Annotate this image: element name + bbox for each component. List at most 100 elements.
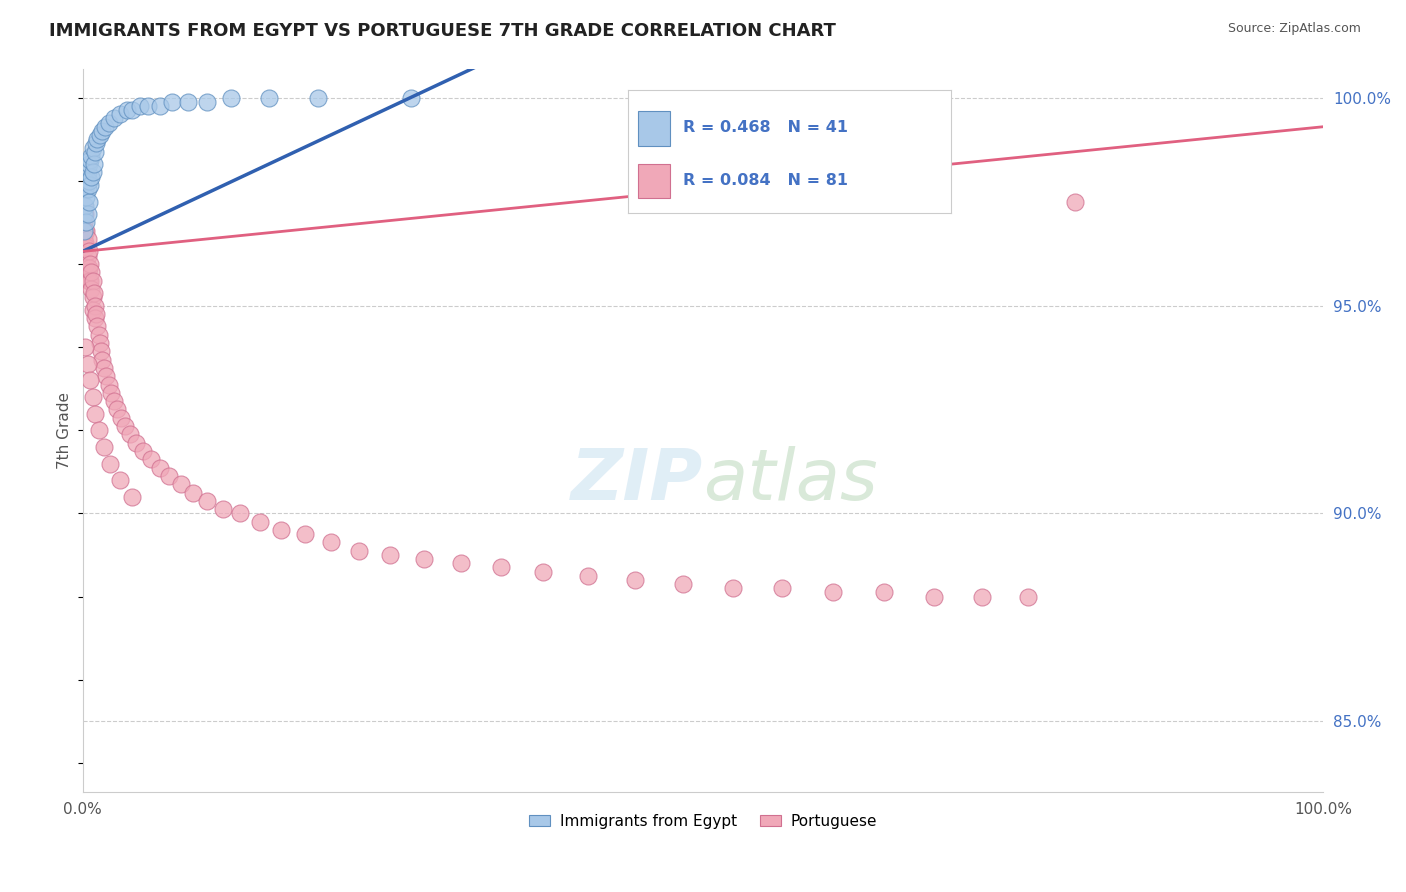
Point (84, 407, 107, 421)
Point (823, 585, 845, 599)
Point (75, 199, 97, 213)
Point (103, 394, 125, 409)
Point (148, 99, 170, 113)
Point (84, 145, 107, 159)
Text: IMMIGRANTS FROM EGYPT VS PORTUGUESE 7TH GRADE CORRELATION CHART: IMMIGRANTS FROM EGYPT VS PORTUGUESE 7TH … (49, 22, 837, 40)
Point (221, 90, 243, 104)
Text: ZIP: ZIP (571, 446, 703, 516)
Point (80, 149, 103, 163)
Point (401, 90, 423, 104)
Point (83, 157, 105, 171)
Point (75, 224, 97, 238)
Point (75, 207, 97, 221)
Point (93, 440, 115, 454)
Point (576, 568, 599, 582)
Point (1064, 194, 1087, 209)
Point (80, 265, 103, 279)
Point (91, 124, 114, 138)
Point (82, 390, 104, 404)
Point (86, 319, 108, 334)
Point (77, 261, 100, 276)
Point (249, 515, 271, 529)
Point (229, 507, 252, 521)
Point (211, 502, 233, 516)
Point (257, 90, 280, 104)
Point (82, 140, 104, 154)
Point (97, 377, 120, 392)
Point (160, 95, 183, 109)
Point (128, 99, 150, 113)
Point (75, 240, 97, 254)
Point (721, 581, 744, 595)
Point (177, 95, 200, 109)
Point (79, 178, 101, 192)
Point (75, 215, 97, 229)
Point (108, 107, 131, 121)
Point (77, 194, 100, 209)
Point (97, 115, 120, 129)
Point (132, 444, 155, 458)
Point (118, 427, 141, 442)
Point (105, 402, 128, 417)
Point (75, 224, 97, 238)
Point (91, 352, 114, 367)
Point (380, 548, 402, 562)
Text: Source: ZipAtlas.com: Source: ZipAtlas.com (1227, 22, 1361, 36)
Point (148, 460, 170, 475)
Point (86, 132, 108, 146)
Point (76, 182, 98, 196)
Point (121, 103, 143, 117)
Point (75, 190, 97, 204)
Point (294, 527, 316, 541)
Point (922, 590, 945, 604)
Point (970, 590, 993, 604)
Point (489, 560, 512, 574)
Point (73, 215, 96, 229)
Point (77, 274, 100, 288)
Point (73, 199, 96, 213)
Point (349, 544, 371, 558)
Point (87, 423, 110, 437)
Point (89, 128, 111, 142)
Text: atlas: atlas (703, 446, 877, 516)
Point (159, 469, 181, 483)
Point (90, 344, 112, 359)
Point (89, 335, 111, 350)
Point (195, 95, 218, 109)
Point (672, 577, 695, 591)
Point (73, 232, 96, 246)
Point (79, 257, 101, 271)
Point (770, 581, 793, 595)
Point (121, 490, 143, 504)
Point (75, 257, 97, 271)
Point (76, 207, 98, 221)
Point (103, 112, 125, 126)
Point (80, 282, 103, 296)
Point (79, 274, 101, 288)
Point (82, 290, 104, 304)
Point (75, 182, 97, 196)
Point (114, 419, 136, 434)
Legend: Immigrants from Egypt, Portuguese: Immigrants from Egypt, Portuguese (523, 808, 883, 835)
Point (138, 99, 160, 113)
Point (98, 457, 121, 471)
Point (79, 153, 101, 167)
Point (76, 249, 98, 263)
Point (77, 244, 100, 259)
Point (77, 157, 100, 171)
Point (75, 236, 97, 251)
Point (76, 165, 98, 179)
Point (108, 473, 131, 487)
Point (623, 573, 645, 587)
Point (100, 385, 122, 400)
Point (83, 286, 105, 301)
Point (80, 169, 103, 184)
Point (75, 340, 97, 354)
Point (76, 232, 98, 246)
Point (319, 535, 342, 549)
Point (873, 585, 896, 599)
Point (169, 477, 191, 491)
Point (82, 165, 104, 179)
Point (181, 485, 204, 500)
Point (139, 452, 162, 467)
